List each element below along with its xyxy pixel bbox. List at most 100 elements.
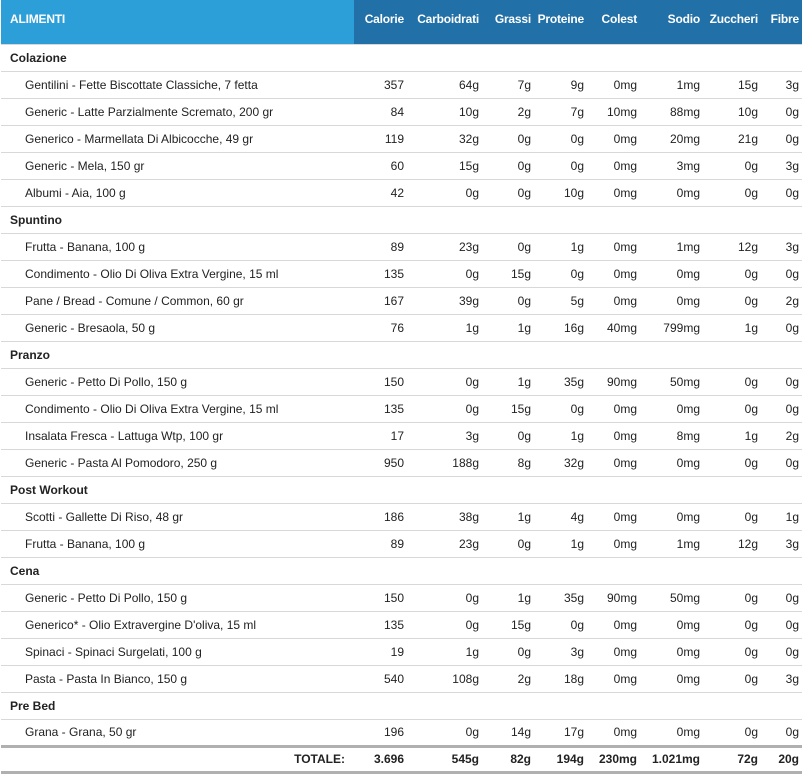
food-cholesterol-cell: 40mg [587, 314, 640, 342]
food-cholesterol-cell: 0mg [587, 179, 640, 207]
food-calories-cell: 89 [354, 530, 407, 558]
food-carbs-cell: 3g [407, 422, 482, 450]
food-fiber-cell: 0g [761, 719, 802, 747]
column-header-foods: ALIMENTI [1, 0, 354, 45]
food-protein-cell: 32g [534, 449, 587, 477]
food-fiber-cell: 0g [761, 314, 802, 342]
food-cholesterol-cell: 0mg [587, 71, 640, 99]
meal-header-row: Pranzo [1, 341, 802, 369]
food-sodium-cell: 0mg [640, 638, 703, 666]
food-sodium-cell: 0mg [640, 611, 703, 639]
food-row: Condimento - Olio Di Oliva Extra Vergine… [1, 395, 802, 423]
food-row: Frutta - Banana, 100 g 89 23g 0g 1g 0mg 1mg 12g… [1, 233, 802, 261]
food-cholesterol-cell: 0mg [587, 665, 640, 693]
food-protein-cell: 0g [534, 260, 587, 288]
food-sugar-cell: 12g [703, 530, 761, 558]
food-fat-cell: 0g [482, 422, 534, 450]
food-row: Insalata Fresca - Lattuga Wtp, 100 gr 17 3… [1, 422, 802, 450]
food-protein-cell: 16g [534, 314, 587, 342]
food-sodium-cell: 3mg [640, 152, 703, 180]
food-sugar-cell: 0g [703, 368, 761, 396]
food-fiber-cell: 0g [761, 395, 802, 423]
food-fiber-cell: 0g [761, 638, 802, 666]
food-row: Generic - Latte Parzialmente Scremato, 2… [1, 98, 802, 126]
food-fat-cell: 0g [482, 179, 534, 207]
meal-title: Colazione [1, 44, 802, 72]
food-calories-cell: 540 [354, 665, 407, 693]
food-calories-cell: 135 [354, 611, 407, 639]
total-sodium: 1.021mg [640, 744, 703, 774]
food-row: Pasta - Pasta In Bianco, 150 g 540 108g 2g 1… [1, 665, 802, 693]
food-fat-cell: 1g [482, 314, 534, 342]
food-fiber-cell: 2g [761, 422, 802, 450]
food-carbs-cell: 0g [407, 611, 482, 639]
food-protein-cell: 1g [534, 422, 587, 450]
food-carbs-cell: 39g [407, 287, 482, 315]
food-carbs-cell: 1g [407, 638, 482, 666]
food-row: Generic - Petto Di Pollo, 150 g 150 0g 1g 35… [1, 368, 802, 396]
column-header-sugar: Zuccheri [703, 0, 761, 45]
food-calories-cell: 89 [354, 233, 407, 261]
food-sodium-cell: 1mg [640, 233, 703, 261]
food-calories-cell: 950 [354, 449, 407, 477]
food-name: Generico - Marmellata Di Albicocche, 49 … [1, 125, 354, 153]
food-carbs-cell: 0g [407, 260, 482, 288]
totals-label: TOTALE: [1, 744, 354, 774]
food-protein-cell: 17g [534, 719, 587, 747]
food-sugar-cell: 0g [703, 503, 761, 531]
food-name: Pane / Bread - Comune / Common, 60 gr [1, 287, 354, 315]
food-row: Grana - Grana, 50 gr 196 0g 14g 17g 0mg 0mg 0g 0… [1, 719, 802, 747]
food-sugar-cell: 1g [703, 422, 761, 450]
food-fat-cell: 0g [482, 233, 534, 261]
food-sugar-cell: 0g [703, 611, 761, 639]
food-fiber-cell: 3g [761, 71, 802, 99]
food-sodium-cell: 88mg [640, 98, 703, 126]
food-name: Frutta - Banana, 100 g [1, 233, 354, 261]
food-sodium-cell: 50mg [640, 368, 703, 396]
meal-title: Cena [1, 557, 802, 585]
food-calories-cell: 60 [354, 152, 407, 180]
food-row: Generic - Bresaola, 50 g 76 1g 1g 16g 40mg 799… [1, 314, 802, 342]
food-cholesterol-cell: 0mg [587, 260, 640, 288]
food-protein-cell: 3g [534, 638, 587, 666]
food-fiber-cell: 0g [761, 125, 802, 153]
food-row: Albumi - Aia, 100 g 42 0g 0g 10g 0mg 0mg 0g 0g [1, 179, 802, 207]
column-header-calories: Calorie [354, 0, 407, 45]
food-cholesterol-cell: 0mg [587, 152, 640, 180]
food-fat-cell: 0g [482, 530, 534, 558]
food-sugar-cell: 21g [703, 125, 761, 153]
food-name: Generic - Latte Parzialmente Scremato, 2… [1, 98, 354, 126]
food-cholesterol-cell: 0mg [587, 233, 640, 261]
food-sugar-cell: 12g [703, 233, 761, 261]
food-sodium-cell: 0mg [640, 179, 703, 207]
food-cholesterol-cell: 90mg [587, 368, 640, 396]
food-fat-cell: 0g [482, 152, 534, 180]
food-fiber-cell: 0g [761, 98, 802, 126]
food-carbs-cell: 64g [407, 71, 482, 99]
food-calories-cell: 196 [354, 719, 407, 747]
food-fat-cell: 1g [482, 584, 534, 612]
food-row: Generico - Marmellata Di Albicocche, 49 … [1, 125, 802, 153]
meal-title: Pre Bed [1, 692, 802, 720]
food-name: Generic - Petto Di Pollo, 150 g [1, 368, 354, 396]
food-sodium-cell: 0mg [640, 449, 703, 477]
food-name: Generic - Bresaola, 50 g [1, 314, 354, 342]
column-header-cholesterol: Colest [587, 0, 640, 45]
food-name: Insalata Fresca - Lattuga Wtp, 100 gr [1, 422, 354, 450]
food-calories-cell: 167 [354, 287, 407, 315]
food-protein-cell: 18g [534, 665, 587, 693]
total-sugar: 72g [703, 744, 761, 774]
food-fat-cell: 0g [482, 125, 534, 153]
food-carbs-cell: 0g [407, 584, 482, 612]
food-row: Condimento - Olio Di Oliva Extra Vergine… [1, 260, 802, 288]
food-fat-cell: 7g [482, 71, 534, 99]
food-name: Generico* - Olio Extravergine D'oliva, 1… [1, 611, 354, 639]
food-protein-cell: 0g [534, 125, 587, 153]
food-carbs-cell: 0g [407, 395, 482, 423]
food-calories-cell: 357 [354, 71, 407, 99]
food-cholesterol-cell: 0mg [587, 125, 640, 153]
total-fiber: 20g [761, 744, 802, 774]
food-fiber-cell: 3g [761, 152, 802, 180]
food-row: Pane / Bread - Comune / Common, 60 gr 167… [1, 287, 802, 315]
